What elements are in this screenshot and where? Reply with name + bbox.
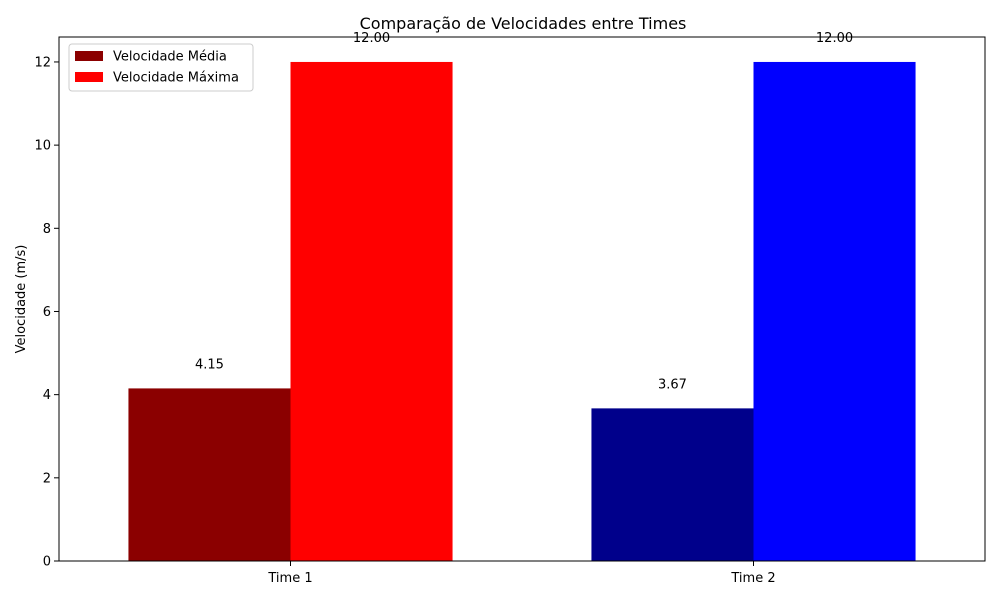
x-axis: Time 1 Time 2 (267, 561, 776, 586)
bar-maxima-2 (753, 61, 916, 561)
legend-swatch (75, 72, 103, 82)
chart-title: Comparação de Velocidades entre Times (360, 14, 687, 33)
legend-box (68, 43, 254, 92)
bar-maxima-1 (290, 61, 453, 561)
data-label: 4.15 (195, 357, 224, 372)
bar-media-1 (128, 388, 291, 561)
y-tick-label: 4 (43, 388, 51, 403)
y-axis-label: Velocidade (m/s) (14, 245, 29, 354)
y-tick-label: 12 (34, 55, 51, 70)
bar-media-2 (591, 408, 754, 561)
y-axis: 0 2 4 6 8 10 12 (34, 55, 59, 570)
data-label: 12.00 (816, 31, 853, 46)
data-labels-group: 4.15 12.00 3.67 12.00 (195, 31, 853, 392)
y-tick-label: 0 (43, 555, 51, 570)
legend-swatch (75, 51, 103, 61)
x-tick-label: Time 1 (267, 571, 312, 586)
data-label: 12.00 (353, 31, 390, 46)
y-tick-label: 6 (43, 305, 51, 320)
plot-frame (58, 36, 986, 562)
y-tick-label: 2 (43, 471, 51, 486)
legend: Velocidade Média Velocidade Máxima (68, 43, 254, 92)
y-tick-label: 8 (43, 222, 51, 237)
legend-label: Velocidade Média (113, 50, 227, 65)
legend-label: Velocidade Máxima (113, 71, 239, 86)
data-label: 3.67 (658, 377, 687, 392)
x-tick-label: Time 2 (730, 571, 775, 586)
y-tick-label: 10 (34, 139, 51, 154)
bars-group (128, 61, 916, 561)
